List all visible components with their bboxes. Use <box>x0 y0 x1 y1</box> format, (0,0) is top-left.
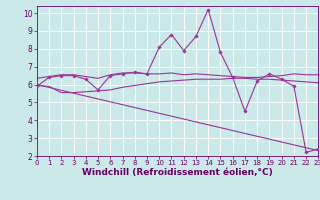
X-axis label: Windchill (Refroidissement éolien,°C): Windchill (Refroidissement éolien,°C) <box>82 168 273 177</box>
